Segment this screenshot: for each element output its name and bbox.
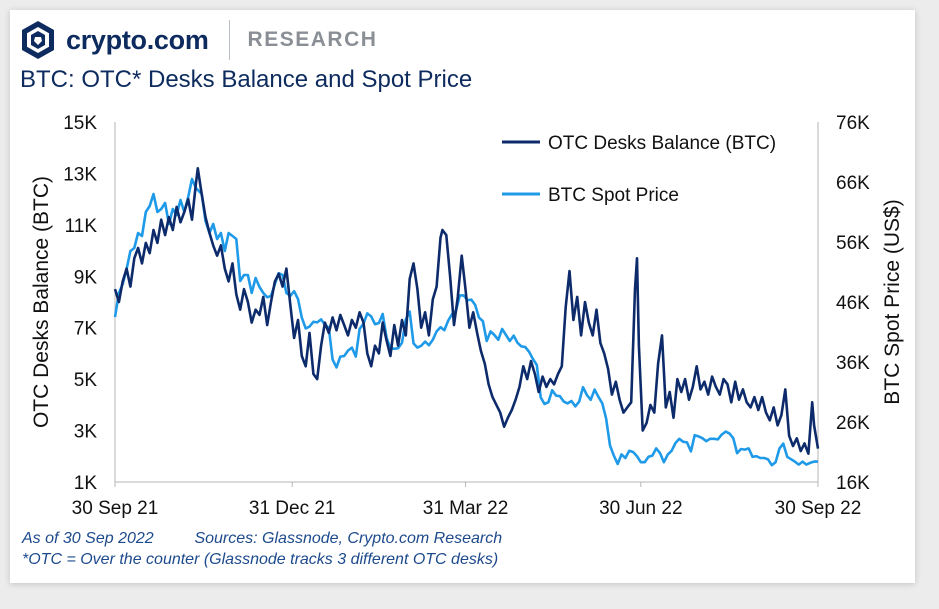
y-tick-label-right: 56K — [836, 233, 870, 254]
header: crypto.com RESEARCH — [20, 15, 377, 65]
chart-title: BTC: OTC* Desks Balance and Spot Price — [20, 66, 473, 93]
y-tick-label-right: 46K — [836, 293, 870, 314]
y-tick-label-right: 76K — [836, 113, 870, 134]
x-tick-label: 31 Mar 22 — [423, 498, 509, 519]
footer: As of 30 Sep 2022 Sources: Glassnode, Cr… — [22, 528, 502, 570]
legend-otc-balance-label: OTC Desks Balance (BTC) — [548, 133, 776, 154]
x-tick-label: 30 Jun 22 — [599, 498, 682, 519]
sources-note: Sources: Glassnode, Crypto.com Research — [194, 530, 503, 547]
y-tick-label-left: 11K — [65, 216, 98, 237]
y-tick-label-left: 3K — [74, 422, 98, 443]
y-tick-label-right: 16K — [836, 473, 870, 494]
legend-spot-price-label: BTC Spot Price — [548, 185, 679, 206]
series-line-otc-balance — [113, 167, 820, 455]
series-line-spot-price — [113, 177, 818, 467]
y-tick-label-left: 15K — [63, 113, 97, 134]
y-tick-label-left: 9K — [74, 267, 98, 288]
otc-footnote: *OTC = Over the counter (Glassnode track… — [22, 551, 499, 568]
y-tick-label-right: 66K — [836, 173, 870, 194]
crypto-com-logo-icon — [22, 21, 54, 59]
x-tick-label: 30 Sep 21 — [72, 498, 159, 519]
as-of-date: As of 30 Sep 2022 — [22, 530, 154, 547]
x-tick-label: 30 Sep 22 — [775, 498, 862, 519]
y-axis-title-left: OTC Desks Balance (BTC) — [30, 176, 53, 428]
y-tick-label-right: 36K — [836, 353, 870, 374]
y-tick-label-left: 1K — [74, 473, 98, 494]
y-axis-title-right: BTC Spot Price (US$) — [881, 199, 904, 404]
brand-name: crypto.com — [66, 24, 209, 55]
y-tick-label-left: 7K — [74, 319, 98, 340]
y-tick-label-left: 5K — [74, 370, 98, 391]
x-tick-label: 31 Dec 21 — [249, 498, 336, 519]
y-tick-label-right: 26K — [836, 413, 870, 434]
section-label: RESEARCH — [247, 28, 378, 51]
header-divider — [228, 20, 230, 60]
y-tick-label-left: 13K — [63, 164, 97, 185]
